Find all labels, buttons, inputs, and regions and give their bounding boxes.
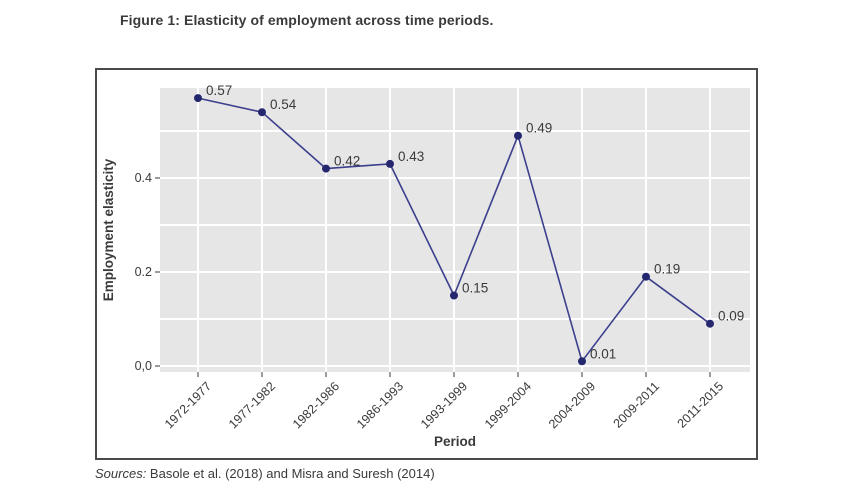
x-tick-label: 2011-2015 xyxy=(675,379,727,431)
data-point-label: 0.54 xyxy=(270,97,297,112)
y-tick-label: 0.2 xyxy=(135,265,152,279)
x-tick-label: 1999-2004 xyxy=(482,379,534,431)
data-point-label: 0.57 xyxy=(206,83,232,98)
data-point xyxy=(450,291,458,300)
gridlines xyxy=(160,88,750,372)
x-tick-label: 2004-2009 xyxy=(546,379,598,431)
data-point xyxy=(386,159,394,168)
data-point xyxy=(194,94,202,103)
chart-container: 0,0 0.2 0.4 1972-1977 1977-1982 1982-1986 1986… xyxy=(95,68,758,460)
data-point-label: 0.42 xyxy=(334,154,360,169)
data-point xyxy=(706,319,714,328)
data-point xyxy=(322,164,330,173)
sources-text: Basole et al. (2018) and Misra and Sures… xyxy=(146,466,435,481)
axis-ticks xyxy=(155,177,711,377)
sources-note: Sources: Basole et al. (2018) and Misra … xyxy=(95,466,435,481)
y-tick-label: 0.4 xyxy=(135,171,152,185)
x-tick-label: 1993-1999 xyxy=(418,379,470,431)
y-tick-label: 0,0 xyxy=(135,359,152,373)
line-chart-svg: 0,0 0.2 0.4 1972-1977 1977-1982 1982-1986 1986… xyxy=(101,83,750,449)
sources-label: Sources: xyxy=(95,466,147,481)
figure-title: Figure 1: Elasticity of employment acros… xyxy=(120,12,494,28)
x-tick-label: 1982-1986 xyxy=(290,379,342,431)
x-tick-label: 1972-1977 xyxy=(162,379,214,431)
data-point xyxy=(258,108,266,117)
x-tick-label: 1986-1993 xyxy=(354,379,406,431)
data-point-label: 0.49 xyxy=(526,121,552,136)
x-tick-label: 2009-2011 xyxy=(611,379,663,431)
data-point-label: 0.01 xyxy=(590,346,616,361)
data-point-label: 0.15 xyxy=(462,281,488,296)
data-point-label: 0.19 xyxy=(654,262,680,277)
data-point xyxy=(578,357,586,366)
y-axis-title: Employment elasticity xyxy=(101,158,116,301)
x-axis-title: Period xyxy=(434,434,476,449)
data-point xyxy=(642,272,650,281)
data-point xyxy=(514,131,522,140)
data-point-label: 0.09 xyxy=(718,309,744,324)
x-tick-label: 1977-1982 xyxy=(226,379,278,431)
data-point-label: 0.43 xyxy=(398,149,424,164)
